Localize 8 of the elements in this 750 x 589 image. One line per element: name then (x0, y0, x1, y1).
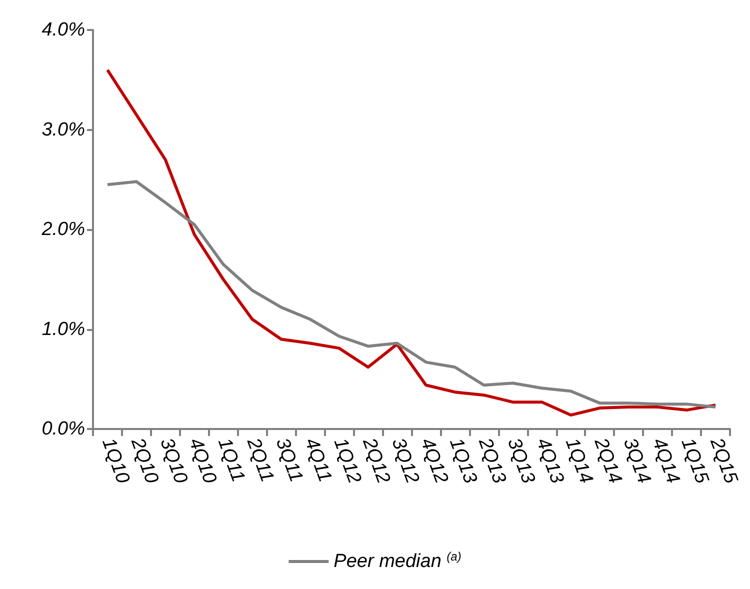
y-tick-label: 4.0% (42, 20, 86, 40)
line-series (106, 180, 718, 409)
y-tick-label: 1.0% (42, 318, 86, 340)
line-series (106, 68, 718, 417)
y-tick-label: 0.0% (42, 418, 86, 440)
y-tick-label: 3.0% (42, 119, 86, 140)
legend-label: Peer median (a) (334, 550, 462, 572)
y-tick-label: 2.0% (40, 219, 86, 240)
